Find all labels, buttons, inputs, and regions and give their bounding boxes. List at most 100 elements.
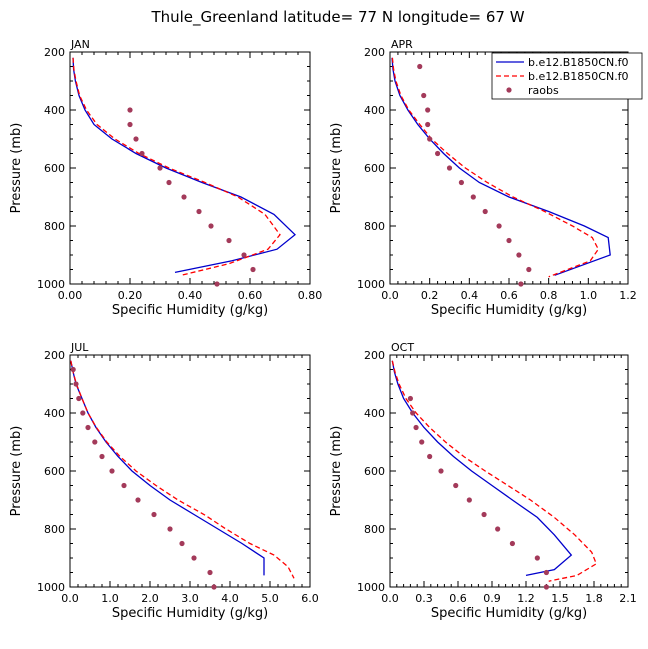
y-axis-label: Pressure (mb): [329, 426, 344, 517]
y-tick-label: 200: [364, 349, 385, 362]
raobs-point: [121, 482, 127, 489]
raobs-point: [421, 92, 427, 99]
raobs-point: [543, 584, 550, 590]
raobs-point: [179, 540, 185, 547]
raobs-point: [207, 569, 213, 576]
y-tick-label: 600: [44, 162, 65, 175]
raobs-point: [167, 526, 173, 532]
panel-label: JAN: [70, 38, 90, 51]
x-axis-label: Specific Humidity (g/kg): [112, 303, 268, 318]
raobs-point: [250, 266, 256, 273]
panels: JAN 0.00 0.20 0.40 0.60 0.80 200 400 600 800 1000 S…: [9, 38, 643, 621]
y-tick-label: 1000: [357, 581, 385, 594]
raobs-point: [133, 136, 139, 142]
legend-label: raobs: [528, 84, 559, 97]
y-tick-label: 200: [364, 46, 385, 59]
raobs-point: [241, 252, 247, 258]
x-tick-label: 0.3: [415, 592, 433, 605]
panel-label: JUL: [70, 341, 89, 354]
raobs-point: [425, 121, 431, 128]
raobs-point: [506, 237, 512, 244]
y-axis-label: Pressure (mb): [9, 426, 24, 517]
plot-frame: [69, 51, 311, 285]
raobs-point: [417, 63, 423, 70]
raobs-point: [425, 107, 431, 113]
raobs-point: [413, 424, 419, 431]
raobs-point: [458, 179, 464, 186]
series-line-solid: [70, 360, 265, 576]
raobs-point: [151, 511, 157, 518]
x-tick-label: 5.0: [261, 592, 279, 605]
x-tick-label: 1.2: [619, 289, 637, 302]
x-tick-label: 0.2: [421, 289, 439, 302]
y-tick-label: 600: [44, 465, 65, 478]
y-axis-label: Pressure (mb): [329, 123, 344, 214]
x-tick-label: 0.6: [500, 289, 518, 302]
raobs-point: [196, 208, 202, 215]
x-tick-label: 6.0: [301, 592, 319, 605]
panel-oct: OCT 0.0 0.3 0.6 0.9 1.2 1.5 1.8 2.1 200 400 600 800 1…: [329, 341, 637, 621]
raobs-point: [410, 410, 416, 416]
raobs-point: [407, 395, 413, 402]
x-tick-label: 2.1: [619, 592, 637, 605]
raobs-point: [211, 584, 217, 590]
panel-jan: JAN 0.00 0.20 0.40 0.60 0.80 200 400 600 800 1000 S…: [9, 38, 322, 318]
panel-jul: JUL 0.0 1.0 2.0 3.0 4.0 5.0 6.0 200 400 600 800 1000…: [9, 341, 319, 621]
y-tick-label: 1000: [37, 278, 65, 291]
x-tick-label: 0.40: [178, 289, 203, 302]
raobs-point: [518, 281, 524, 287]
y-tick-label: 1000: [357, 278, 385, 291]
x-tick-label: 2.0: [141, 592, 159, 605]
x-tick-label: 0.0: [61, 592, 79, 605]
series-line-dashed: [391, 360, 598, 582]
y-tick-label: 1000: [37, 581, 65, 594]
raobs-point: [85, 424, 91, 431]
x-tick-label: 1.0: [101, 592, 119, 605]
y-tick-label: 400: [364, 407, 385, 420]
legend-label: b.e12.B1850CN.f0: [528, 56, 629, 69]
raobs-point: [446, 165, 453, 171]
raobs-point: [181, 194, 187, 200]
y-tick-label: 400: [364, 104, 385, 117]
x-tick-label: 0.00: [58, 289, 83, 302]
panel-apr: APR 0.0 0.2 0.4 0.6 0.8 1.0 1.2 200 400 600 800 1000…: [329, 38, 643, 318]
y-tick-label: 400: [44, 104, 65, 117]
y-tick-label: 400: [44, 407, 65, 420]
x-axis-label: Specific Humidity (g/kg): [112, 606, 268, 621]
x-tick-label: 0.0: [381, 289, 399, 302]
y-tick-label: 800: [44, 220, 65, 233]
y-tick-label: 600: [364, 465, 385, 478]
series-line-solid: [72, 57, 296, 274]
raobs-point: [526, 266, 532, 273]
raobs-point: [453, 482, 459, 489]
raobs-point: [99, 453, 105, 460]
raobs-point: [516, 252, 522, 258]
raobs-point: [208, 223, 214, 229]
y-tick-label: 200: [44, 46, 65, 59]
raobs-point: [438, 468, 444, 474]
x-tick-label: 0.60: [238, 289, 263, 302]
raobs-point: [543, 569, 550, 576]
raobs-point: [495, 526, 501, 532]
x-tick-label: 3.0: [181, 592, 199, 605]
raobs-point: [157, 165, 163, 171]
raobs-point: [76, 395, 82, 402]
raobs-point: [427, 453, 433, 460]
x-tick-label: 0.80: [298, 289, 323, 302]
x-tick-label: 0.9: [483, 592, 501, 605]
raobs-point: [135, 497, 141, 503]
plot-frame: [69, 354, 311, 588]
series-line-dashed: [72, 57, 281, 276]
raobs-point: [427, 136, 433, 142]
y-tick-label: 600: [364, 162, 385, 175]
raobs-point: [80, 410, 86, 416]
legend-dot: [506, 87, 512, 93]
raobs-point: [191, 555, 197, 561]
x-tick-label: 1.5: [551, 592, 569, 605]
raobs-point: [470, 194, 476, 200]
series-line-solid: [391, 360, 573, 577]
raobs-point: [92, 439, 98, 445]
raobs-point: [466, 497, 472, 503]
